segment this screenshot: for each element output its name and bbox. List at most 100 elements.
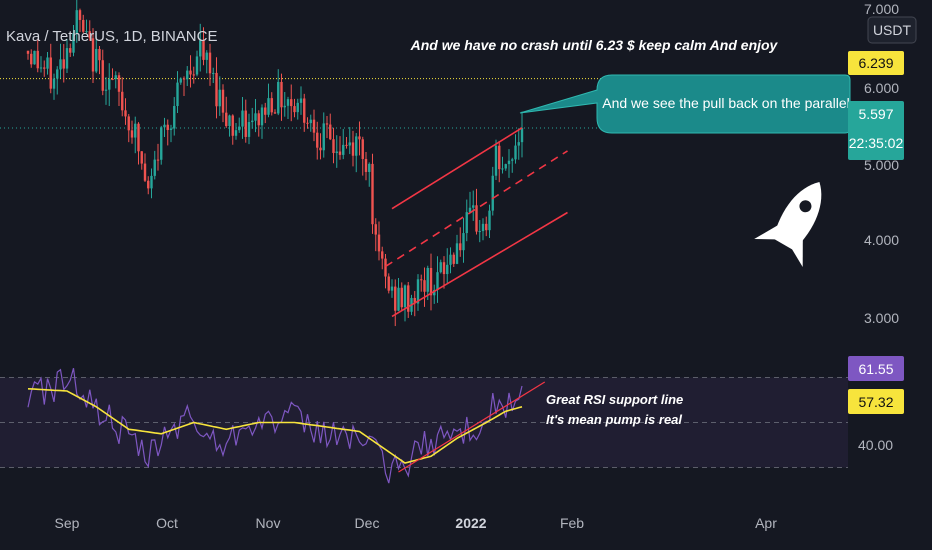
time-tick: Sep	[55, 515, 80, 531]
candle	[254, 99, 257, 133]
candle	[364, 151, 368, 181]
candle	[397, 277, 400, 312]
candle	[140, 151, 143, 170]
callout-bubble	[519, 74, 851, 134]
candle	[156, 143, 160, 171]
rsi-ma-line	[27, 388, 523, 464]
candle	[121, 77, 124, 117]
rsi-annotation[interactable]: Great RSI support line It's mean pump is…	[546, 392, 683, 427]
candle	[101, 49, 104, 96]
price-tick: 6.000	[864, 80, 899, 96]
candle	[62, 44, 65, 83]
rsi-ma-value-text: 57.32	[858, 394, 893, 410]
candle	[478, 219, 481, 243]
channel-upper-line[interactable]	[391, 127, 523, 210]
candle	[485, 216, 488, 237]
candle	[264, 102, 267, 124]
candle	[329, 113, 332, 141]
candle	[43, 60, 46, 77]
candle	[182, 76, 186, 97]
candle	[481, 218, 485, 241]
candle	[179, 77, 182, 85]
candle	[88, 20, 91, 41]
drawings-layer	[385, 127, 568, 473]
candle	[306, 117, 309, 129]
top-annotation-text: And we have no crash until 6.23 $ keep c…	[410, 37, 779, 53]
candle	[208, 43, 212, 86]
price-axis[interactable]: 7.000 6.000 5.000 4.000 3.000 USDT 6.239…	[848, 1, 917, 326]
candle	[82, 14, 85, 34]
candle	[312, 109, 316, 142]
candle	[416, 274, 420, 311]
candle	[117, 72, 121, 107]
candle	[231, 114, 234, 145]
candle	[30, 49, 33, 68]
candle	[228, 114, 231, 137]
candle	[319, 133, 322, 160]
candle	[436, 256, 439, 303]
top-annotation[interactable]: And we have no crash until 6.23 $ keep c…	[410, 37, 779, 53]
time-tick: Nov	[256, 515, 281, 531]
channel-lower-line[interactable]	[391, 211, 568, 318]
price-tick: 7.000	[864, 1, 899, 17]
candle	[494, 139, 498, 181]
callout-annotation[interactable]: And we see the pull back on the parallel	[519, 74, 851, 134]
candle	[325, 115, 329, 139]
rsi-pane	[0, 368, 848, 484]
candle	[195, 50, 199, 77]
candle	[514, 134, 517, 164]
candle	[244, 99, 247, 143]
candle	[355, 133, 358, 173]
candle	[39, 56, 43, 73]
candle	[163, 117, 166, 138]
candle	[221, 84, 225, 123]
candle	[381, 246, 384, 270]
chart-title[interactable]: Kava / TetherUS, 1D, BINANCE	[6, 28, 217, 45]
candle	[475, 188, 478, 235]
channel-middle-line[interactable]	[385, 150, 568, 268]
candle	[332, 127, 335, 164]
candle	[345, 136, 348, 149]
candle	[33, 50, 36, 65]
candle	[153, 150, 156, 180]
candle	[283, 92, 286, 117]
candle	[377, 221, 381, 261]
candle	[462, 218, 465, 263]
rsi-annotation-line1: Great RSI support line	[546, 392, 683, 407]
time-axis[interactable]: Sep Oct Nov Dec 2022 Feb Apr	[55, 515, 778, 531]
candle	[238, 117, 241, 133]
rsi-axis[interactable]: 61.55 57.32 40.00	[848, 356, 904, 453]
candle	[368, 162, 371, 187]
candle	[176, 71, 179, 114]
candle	[501, 156, 504, 174]
candle	[78, 8, 82, 33]
candle	[468, 191, 472, 213]
candle	[65, 38, 69, 74]
candle	[267, 83, 270, 118]
time-tick: Apr	[755, 515, 777, 531]
candle	[455, 234, 459, 265]
candle	[459, 227, 462, 257]
rsi-support-line[interactable]	[398, 381, 546, 473]
candle	[234, 122, 238, 140]
candle	[403, 284, 407, 322]
current-price-text: 5.597	[858, 106, 893, 122]
candle	[202, 27, 205, 66]
candle	[150, 168, 153, 199]
candle	[215, 57, 218, 119]
currency-button[interactable]: USDT	[867, 16, 917, 44]
candle	[387, 273, 390, 294]
candle	[374, 218, 377, 252]
candle	[488, 204, 491, 238]
candle	[316, 121, 319, 160]
candle	[52, 73, 56, 100]
price-label-6239: 6.239	[848, 51, 904, 75]
candle	[56, 66, 59, 95]
candle	[69, 43, 72, 57]
candle	[420, 274, 423, 292]
candle	[59, 43, 62, 79]
rsi-value-label: 61.55	[848, 356, 904, 381]
candle	[465, 199, 468, 242]
candle	[348, 127, 351, 155]
